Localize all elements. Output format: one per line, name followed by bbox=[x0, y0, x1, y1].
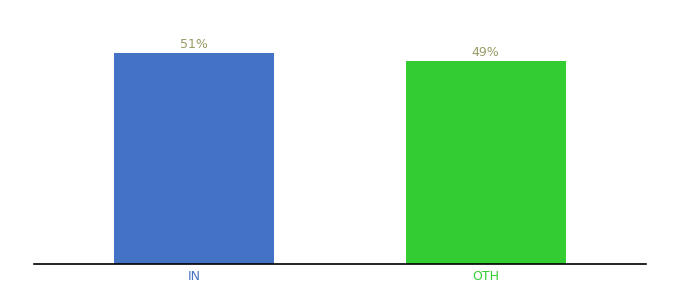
Text: IN: IN bbox=[188, 270, 201, 283]
Bar bbox=[405, 61, 566, 264]
Text: 51%: 51% bbox=[180, 38, 208, 51]
Text: OTH: OTH bbox=[472, 270, 499, 283]
Bar bbox=[114, 53, 275, 264]
Text: 49%: 49% bbox=[472, 46, 500, 59]
